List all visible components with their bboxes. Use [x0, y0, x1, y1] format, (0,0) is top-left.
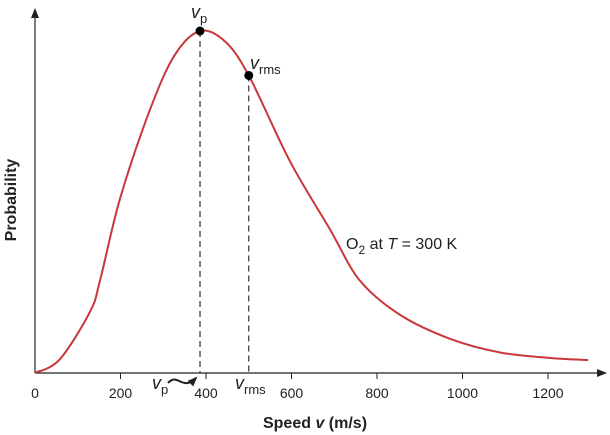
- distribution-curve: [34, 29, 589, 374]
- vp-axis-label: vp: [152, 373, 168, 397]
- vp-peak-label: vp: [191, 2, 207, 26]
- curve-annotation: O2 at T = 300 K: [346, 236, 458, 257]
- x-tick-label: 400: [194, 385, 218, 401]
- x-tick-label: 600: [280, 385, 304, 401]
- x-tick-label: 800: [365, 385, 389, 401]
- y-axis-label: Probability: [3, 159, 20, 242]
- x-tick-label: 0: [31, 385, 39, 401]
- vrms-curve-label: vrms: [250, 53, 281, 77]
- x-tick-label: 200: [109, 385, 133, 401]
- vp-point: [195, 26, 205, 36]
- vrms-point: [244, 70, 254, 80]
- vrms-axis-label: vrms: [235, 373, 266, 397]
- vp-pointer-arrow: [167, 376, 198, 387]
- x-tick-label: 1200: [532, 385, 563, 401]
- x-axis-label: Speed v (m/s): [263, 415, 367, 432]
- x-tick-label: 1000: [447, 385, 478, 401]
